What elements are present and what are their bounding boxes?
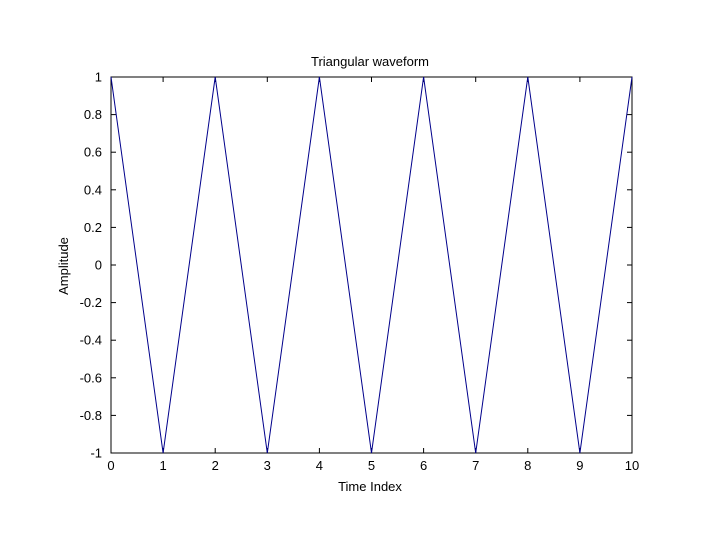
y-axis-label: Amplitude [56,237,71,295]
y-tick-label: 1 [95,70,102,85]
y-tick-label: -0.8 [80,408,102,423]
x-tick-label: 10 [625,458,639,473]
y-tick-label: -1 [90,446,102,461]
plot-area [110,76,633,454]
x-tick-label: 8 [524,458,531,473]
axes-frame [110,76,633,454]
chart-title: Triangular waveform [311,54,429,69]
y-tick-labels: -1 -0.8 -0.6 -0.4 -0.2 0 0.2 0.4 0.6 0.8 1 [80,70,102,461]
series-layer [110,76,633,454]
y-tick-label: -0.2 [80,295,102,310]
x-tick-label: 1 [159,458,166,473]
x-tick-label: 2 [212,458,219,473]
x-tick-label: 0 [107,458,114,473]
series-line [110,76,633,454]
x-tick-label: 7 [472,458,479,473]
x-tick-label: 5 [368,458,375,473]
y-tick-label: -0.6 [80,370,102,385]
y-tick-label: 0 [95,258,102,273]
x-tick-label: 6 [420,458,427,473]
y-tick-label: 0.6 [84,145,102,160]
x-tick-label: 4 [316,458,323,473]
y-tick-label: 0.2 [84,220,102,235]
x-axis-label: Time Index [338,479,402,494]
x-tick-label: 9 [576,458,583,473]
y-tick-label: -0.4 [80,333,102,348]
x-tick-label: 3 [264,458,271,473]
y-tick-label: 0.8 [84,107,102,122]
y-tick-label: 0.4 [84,182,102,197]
x-tick-labels: 0 1 2 3 4 5 6 7 8 9 10 [107,458,639,473]
